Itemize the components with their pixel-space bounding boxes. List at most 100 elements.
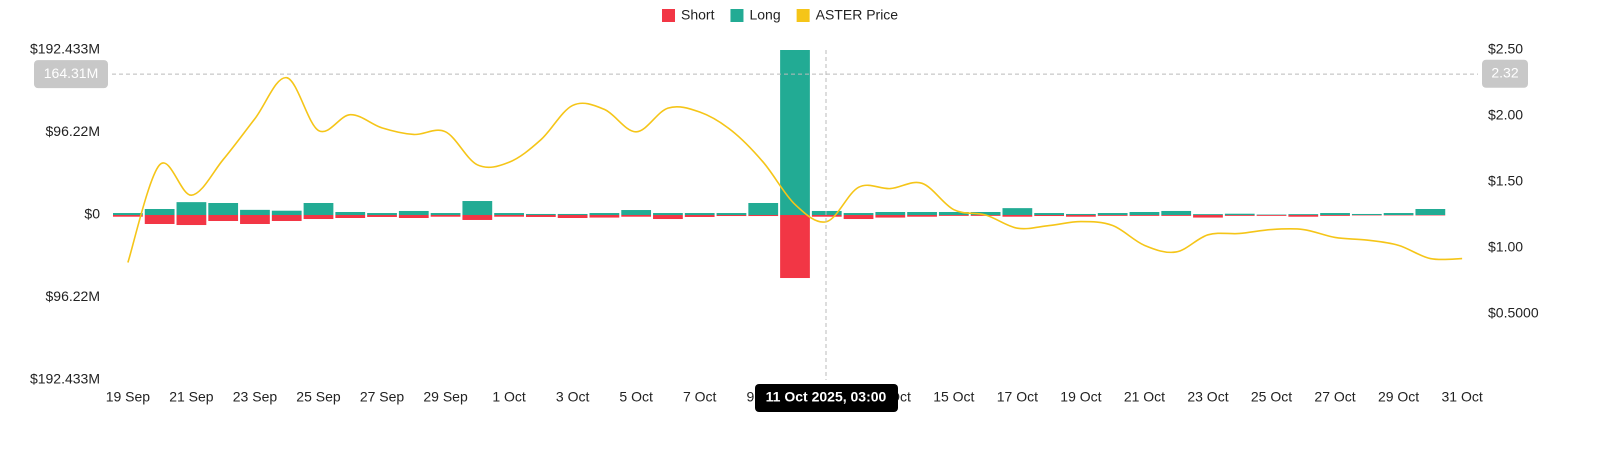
bar (271, 215, 302, 222)
bar (970, 211, 1001, 215)
bar (748, 202, 779, 215)
legend-label: Short (681, 7, 715, 23)
bar (144, 208, 175, 215)
price-line (127, 76, 1463, 263)
bar (176, 202, 207, 215)
crosshair-x-label: 11 Oct 2025, 03:00 (766, 389, 887, 405)
bar (1034, 215, 1065, 217)
bar (875, 215, 906, 218)
x-tick-label: 19 Oct (1060, 389, 1101, 405)
bar (462, 201, 493, 215)
bar (748, 215, 779, 217)
line-layer (127, 76, 1463, 263)
bar (1002, 208, 1033, 215)
y2-tick-label: $1.50 (1488, 173, 1523, 189)
bar (907, 211, 937, 215)
bar (303, 202, 334, 215)
bar (1193, 215, 1223, 218)
bar-layer (113, 50, 1446, 279)
bar (875, 211, 906, 215)
bar (684, 215, 715, 217)
y-tick-label: $192.433M (30, 371, 100, 387)
bar (367, 215, 397, 217)
bar (938, 211, 969, 215)
x-tick-label: 25 Oct (1251, 389, 1292, 405)
crosshair-y-label: 164.31M (44, 65, 98, 81)
y-tick-label: $0 (84, 206, 100, 222)
bar (1288, 214, 1319, 215)
bar (303, 215, 334, 220)
bar (589, 213, 620, 215)
bar (335, 215, 366, 219)
bar (653, 213, 683, 215)
bar (1066, 215, 1096, 217)
x-tick-label: 19 Sep (106, 389, 151, 405)
x-tick-label: 1 Oct (492, 389, 526, 405)
legend-label: ASTER Price (816, 7, 899, 23)
bar (398, 215, 429, 219)
legend-swatch (796, 9, 810, 22)
legend-label: Long (749, 7, 780, 23)
bar (1129, 215, 1160, 216)
x-tick-label: 27 Sep (360, 389, 405, 405)
bar (1002, 215, 1033, 217)
bar (1097, 215, 1128, 216)
bar (367, 213, 397, 215)
bar (271, 210, 302, 215)
bar (1224, 215, 1255, 216)
y2-tick-label: $0.5000 (1488, 305, 1539, 321)
x-tick-label: 29 Sep (423, 389, 468, 405)
x-tick-label: 23 Oct (1187, 389, 1228, 405)
x-tick-label: 7 Oct (683, 389, 717, 405)
crosshair-x-box (755, 384, 898, 412)
bar (907, 215, 937, 217)
crosshair-y-box (34, 60, 108, 89)
x-tick-label: 25 Sep (296, 389, 341, 405)
bar (1161, 215, 1192, 216)
bar (398, 210, 429, 215)
bar (938, 215, 969, 216)
bar (208, 202, 239, 215)
bar (525, 213, 556, 215)
bar (240, 215, 270, 225)
x-tick-label: 15 Oct (933, 389, 974, 405)
x-tick-label: 31 Oct (1441, 389, 1482, 405)
x-tick-label: 23 Sep (233, 389, 278, 405)
bar (684, 213, 715, 215)
y2-tick-label: $2.00 (1488, 107, 1523, 123)
bar (1224, 213, 1255, 215)
y2-tick-label: $1.00 (1488, 239, 1523, 255)
x-tick-label: 21 Sep (169, 389, 214, 405)
bar (780, 215, 810, 279)
bar (716, 215, 747, 217)
bar (653, 215, 683, 220)
crosshair-y2-box (1482, 59, 1528, 88)
bar (1288, 215, 1319, 217)
x-tick-label: 5 Oct (619, 389, 653, 405)
bar (1066, 213, 1096, 215)
bar (811, 215, 842, 217)
crosshair: 164.31M 2.32 11 Oct 2025, 03:00 (34, 50, 1528, 412)
bar (1415, 208, 1446, 215)
bar (1161, 210, 1192, 215)
bar (1256, 215, 1287, 216)
bar (557, 213, 588, 215)
bar (462, 215, 493, 220)
x-tick-label: 27 Oct (1314, 389, 1355, 405)
bar (1129, 211, 1160, 215)
bar (1097, 213, 1128, 215)
bar (557, 215, 588, 219)
y-tick-label: $96.22M (46, 288, 100, 304)
bar (1320, 213, 1350, 215)
bar (589, 215, 620, 218)
legend-swatch (662, 9, 675, 22)
x-tick-label: 17 Oct (997, 389, 1038, 405)
bar (1351, 213, 1382, 215)
bar (335, 211, 366, 215)
bar (843, 215, 874, 220)
bar (176, 215, 207, 226)
y-tick-label: $192.433M (30, 41, 100, 57)
bar (144, 215, 175, 225)
bar (494, 215, 524, 217)
